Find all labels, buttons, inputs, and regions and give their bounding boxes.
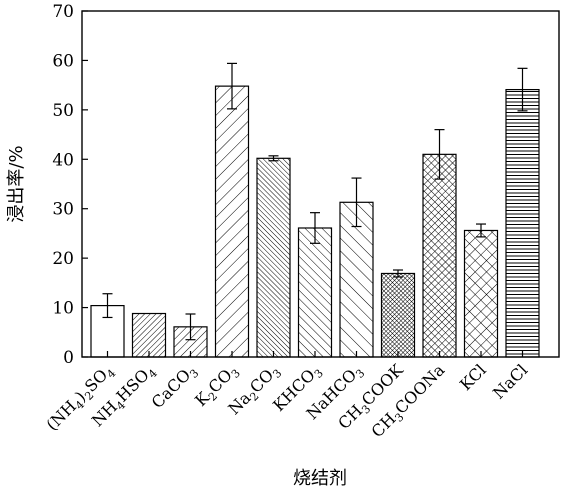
- bar: [422, 153, 457, 358]
- y-tick-label: 50: [52, 101, 74, 121]
- bar: [214, 85, 250, 358]
- bar: [505, 88, 540, 358]
- bar: [297, 227, 333, 358]
- y-tick-label: 60: [52, 51, 74, 71]
- y-tick-label: 10: [52, 299, 74, 319]
- bar: [256, 157, 291, 358]
- y-tick-label: 30: [52, 200, 74, 220]
- y-tick-label: 0: [63, 348, 74, 368]
- y-tick-label: 40: [52, 150, 74, 170]
- y-tick-label: 20: [52, 249, 74, 269]
- x-tick-label: NaCl: [489, 360, 531, 402]
- y-tick-label: 70: [52, 2, 74, 22]
- bar: [380, 272, 416, 358]
- plot-area-frame: [81, 10, 560, 358]
- bar: [131, 312, 167, 358]
- x-axis-title: 烧结剂: [293, 468, 347, 489]
- x-tick-label: KCl: [456, 360, 490, 394]
- y-axis-title: 浸出率/%: [6, 145, 27, 222]
- x-tick-label: CaCO3: [148, 360, 202, 414]
- bar: [463, 229, 499, 358]
